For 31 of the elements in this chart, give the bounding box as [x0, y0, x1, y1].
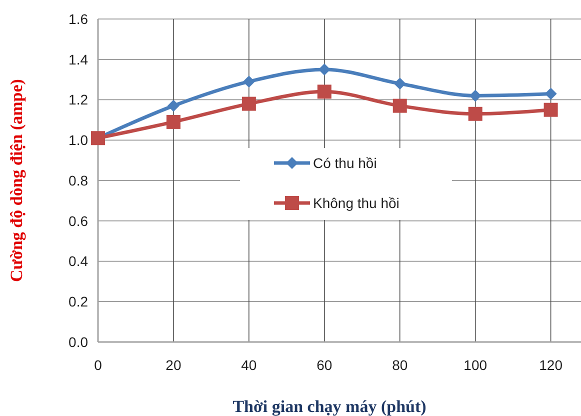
x-tick-label: 120	[539, 357, 563, 373]
x-tick-label: 0	[94, 357, 102, 373]
x-tick-label: 60	[316, 357, 332, 373]
point	[394, 78, 406, 90]
legend-label: Có thu hồi	[313, 154, 377, 171]
x-tick-label: 40	[241, 357, 257, 373]
point	[468, 106, 482, 121]
x-tick-label: 20	[166, 357, 182, 373]
point	[392, 98, 407, 113]
y-tick-label: 1.2	[68, 92, 88, 108]
point	[166, 114, 180, 129]
point	[317, 84, 332, 99]
y-tick-label: 1.4	[68, 51, 88, 68]
point	[242, 96, 256, 111]
point	[544, 88, 557, 100]
legend-label: Không thu hồi	[313, 194, 400, 211]
y-tick-label: 1.0	[68, 132, 88, 148]
point	[167, 100, 180, 112]
point	[242, 76, 255, 88]
x-tick-label: 80	[392, 357, 408, 373]
y-tick-label: 0.0	[68, 334, 88, 350]
x-tick-label: 100	[464, 357, 488, 373]
y-axis-title: Cường độ dòng điện (ampe)	[7, 79, 26, 282]
y-tick-label: 1.6	[68, 10, 88, 27]
x-axis-title: Thời gian chạy máy (phút)	[232, 397, 426, 416]
y-tick-label: 0.8	[68, 172, 88, 188]
y-tick-label: 0.6	[68, 212, 88, 229]
point	[469, 90, 482, 102]
y-tick-label: 0.2	[68, 294, 88, 310]
point	[544, 102, 558, 117]
y-tick-label: 0.4	[68, 253, 88, 270]
